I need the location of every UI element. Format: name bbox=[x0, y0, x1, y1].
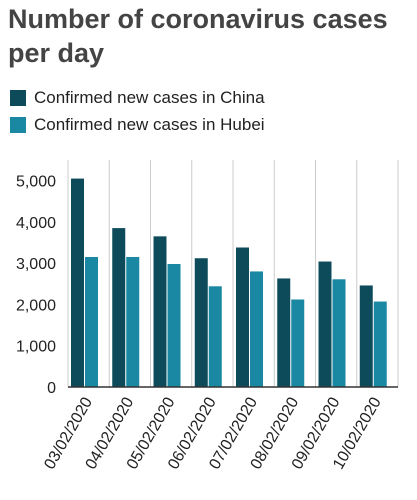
bar-china bbox=[277, 278, 291, 387]
y-tick-label: 1,000 bbox=[16, 339, 56, 356]
bar-hubei bbox=[332, 279, 346, 387]
legend-swatch-china bbox=[10, 89, 26, 106]
bar-china bbox=[112, 228, 126, 387]
bar-china bbox=[194, 258, 208, 387]
bar-hubei bbox=[291, 299, 305, 387]
bar-hubei bbox=[250, 271, 263, 387]
bar-china bbox=[71, 178, 84, 387]
chart-title: Number of coronavirus cases per day bbox=[8, 4, 388, 68]
bar-china bbox=[236, 247, 249, 387]
bar-hubei bbox=[126, 256, 140, 387]
bar-hubei bbox=[85, 256, 98, 387]
y-tick-label: 2,000 bbox=[16, 297, 56, 314]
bar-hubei bbox=[208, 286, 222, 387]
bar-hubei bbox=[167, 264, 181, 387]
legend: Confirmed new cases in China Confirmed n… bbox=[10, 84, 265, 138]
legend-item-hubei: Confirmed new cases in Hubei bbox=[10, 111, 265, 138]
bar-china bbox=[359, 285, 373, 387]
bar-chart: 01,0002,0003,0004,0005,00003/02/202004/0… bbox=[16, 160, 399, 472]
y-tick-label: 5,000 bbox=[16, 174, 56, 191]
bar-china bbox=[153, 236, 167, 387]
legend-swatch-hubei bbox=[10, 116, 26, 133]
y-tick-label: 3,000 bbox=[16, 256, 56, 273]
legend-item-china: Confirmed new cases in China bbox=[10, 84, 265, 111]
y-tick-label: 0 bbox=[47, 380, 56, 397]
y-tick-label: 4,000 bbox=[16, 215, 56, 232]
legend-label-hubei: Confirmed new cases in Hubei bbox=[34, 114, 265, 134]
bar-china bbox=[318, 261, 332, 387]
bar-hubei bbox=[373, 301, 387, 387]
legend-label-china: Confirmed new cases in China bbox=[34, 87, 265, 107]
